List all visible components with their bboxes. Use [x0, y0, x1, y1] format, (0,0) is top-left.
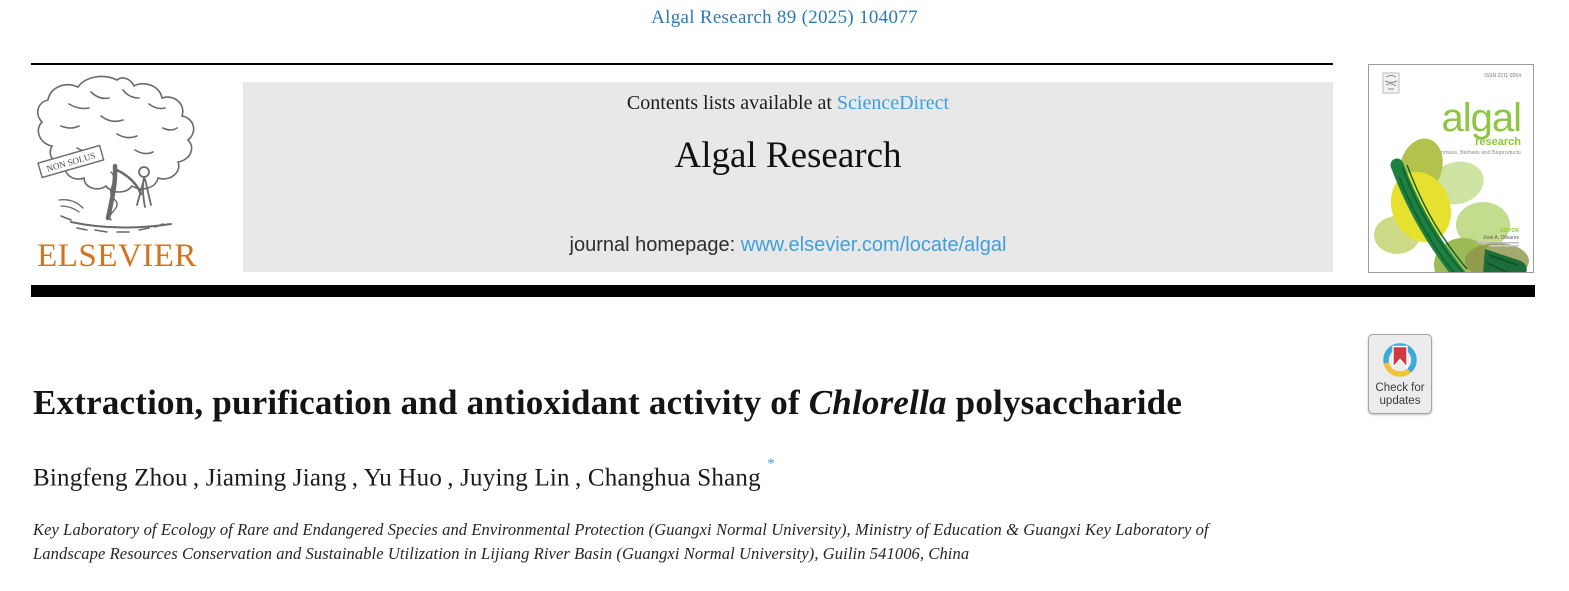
title-suffix: polysaccharide — [946, 383, 1183, 422]
header-top-rule — [31, 63, 1333, 65]
contents-prefix: Contents lists available at — [626, 92, 837, 114]
journal-cover-thumbnail[interactable]: ISSN 2211-9264 algal research Biomass, B… — [1368, 64, 1534, 273]
title-prefix: Extraction, purification and antioxidant… — [33, 383, 809, 422]
cover-elsevier-mark — [1382, 72, 1400, 94]
cover-fineprint-line — [1477, 242, 1519, 244]
cover-subtitle: research — [1475, 136, 1521, 148]
journal-banner: Contents lists available at ScienceDirec… — [243, 82, 1333, 272]
homepage-prefix: journal homepage: — [569, 234, 741, 256]
cover-editor-name: José A. Olivares — [1483, 235, 1520, 241]
author-list: Bingfeng Zhou , Jiaming Jiang , Yu Huo ,… — [33, 457, 775, 492]
elsevier-wordmark: ELSEVIER — [37, 238, 197, 274]
journal-cover-art: ISSN 2211-9264 algal research Biomass, B… — [1369, 65, 1533, 272]
author-names: Bingfeng Zhou , Jiaming Jiang , Yu Huo ,… — [33, 464, 761, 492]
elsevier-tree-icon: NON SOLUS — [36, 75, 195, 233]
check-for-updates-badge[interactable]: Check for updates — [1368, 334, 1432, 414]
cover-title: algal — [1441, 96, 1521, 140]
homepage-link[interactable]: www.elsevier.com/locate/algal — [740, 234, 1007, 256]
badge-text: Check for updates — [1369, 382, 1431, 408]
contents-line: Contents lists available at ScienceDirec… — [243, 92, 1333, 115]
cover-tagline: Biomass, Biofuels and Bioproducts — [1436, 150, 1521, 156]
badge-line2: updates — [1379, 395, 1421, 408]
sciencedirect-link[interactable]: ScienceDirect — [836, 92, 950, 114]
journal-title: Algal Research — [674, 135, 902, 176]
article-title: Extraction, purification and antioxidant… — [33, 383, 1373, 423]
homepage-line: journal homepage: www.elsevier.com/locat… — [243, 234, 1333, 257]
affiliation-text: Key Laboratory of Ecology of Rare and En… — [33, 520, 1209, 563]
cover-issn: ISSN 2211-9264 — [1484, 73, 1521, 79]
crossmark-icon — [1383, 343, 1417, 377]
title-species-italic: Chlorella — [808, 383, 947, 422]
cover-fineprint-line — [1489, 245, 1519, 247]
corresponding-author-asterisk[interactable]: * — [767, 456, 775, 473]
badge-line1: Check for — [1375, 382, 1425, 394]
citation-link[interactable]: Algal Research 89 (2025) 104077 — [651, 7, 918, 28]
elsevier-logo[interactable]: NON SOLUS ELSEVIER — [31, 70, 203, 273]
citation-line: Algal Research 89 (2025) 104077 — [0, 7, 1569, 29]
cover-editor-label: EDITOR — [1500, 228, 1519, 234]
section-divider-bar — [31, 285, 1535, 297]
cover-flower-art — [1374, 138, 1529, 272]
